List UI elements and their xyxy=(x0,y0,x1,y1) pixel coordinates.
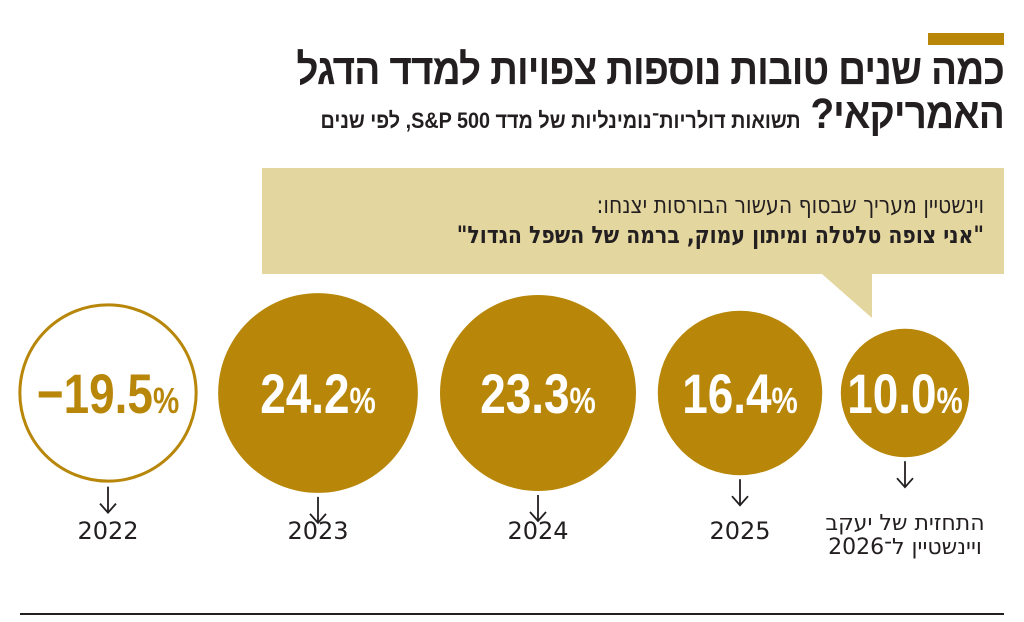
bottom-rule xyxy=(20,613,1004,615)
year-label: 2023 xyxy=(287,517,348,545)
quote-text: "אני צופה טלטלה ומיתון עמוק, ברמה של השפ… xyxy=(456,221,984,249)
arrow-head xyxy=(99,503,117,514)
callout-tail xyxy=(822,274,872,318)
arrow-head xyxy=(529,511,547,523)
data-label: −19.5% xyxy=(37,363,179,425)
value-circle xyxy=(18,303,198,483)
forecast-label: התחזית של יעקב ויינשטיין ל־2026 xyxy=(825,511,985,560)
data-label: 10.0% xyxy=(847,363,963,425)
data-label: 24.2% xyxy=(260,363,376,425)
arrow-head xyxy=(731,495,749,507)
quote-intro: וינשטיין מעריך שבסוף העשור הבורסות יצנחו… xyxy=(596,191,984,219)
year-label: 2024 xyxy=(507,517,568,545)
value-circle xyxy=(440,295,636,491)
value-circle xyxy=(218,293,418,493)
arrow-head xyxy=(896,477,914,489)
page-title: כמה שנים טובות נוספות צפויות למדד הדגל ה… xyxy=(122,48,1004,143)
year-label: 2025 xyxy=(709,517,770,545)
year-label: 2022 xyxy=(77,517,138,545)
value-circle xyxy=(657,310,823,476)
data-label: 16.4% xyxy=(682,363,798,425)
data-label: 23.3% xyxy=(480,363,596,425)
accent-bar xyxy=(928,33,1004,45)
title-text: כמה שנים טובות נוספות צפויות למדד הדגל ה… xyxy=(296,46,1004,138)
arrow-head xyxy=(309,513,327,525)
quote-callout: וינשטיין מעריך שבסוף העשור הבורסות יצנחו… xyxy=(262,168,1004,274)
subtitle: תשואות דולריות־נומינליות של מדד S&P 500,… xyxy=(320,108,801,133)
value-circle xyxy=(840,328,970,458)
